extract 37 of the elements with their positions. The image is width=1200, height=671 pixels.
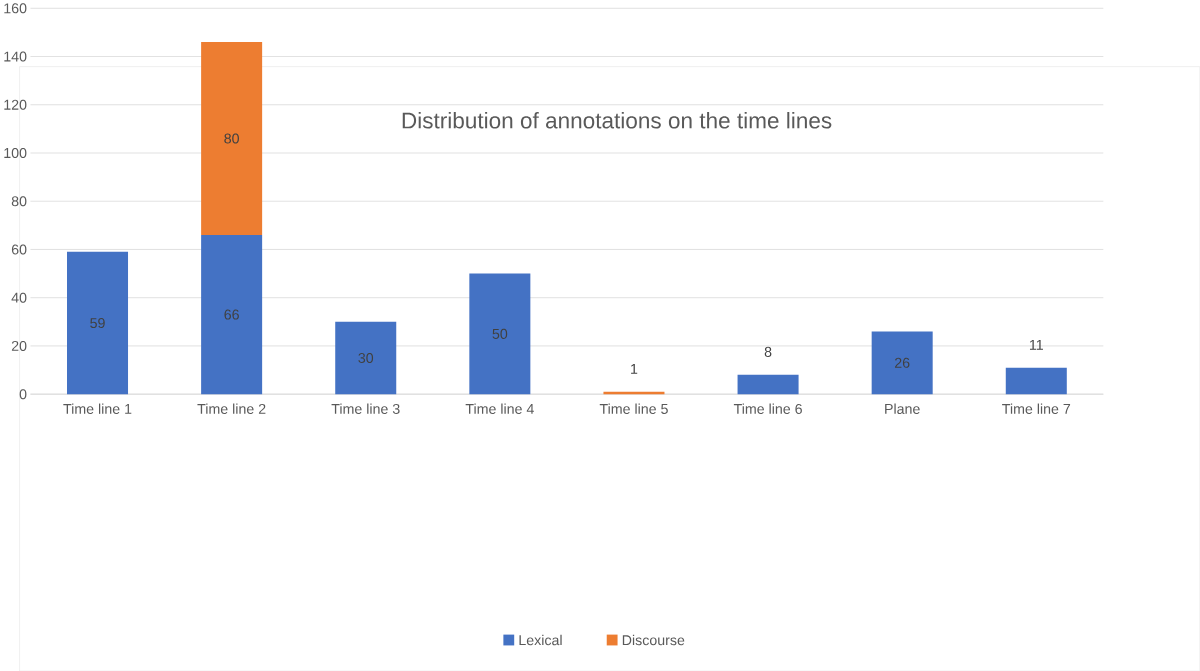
y-tick-label: 40 bbox=[11, 292, 27, 303]
data-label: 11 bbox=[1029, 339, 1043, 350]
x-tick-label: Time line 1 bbox=[63, 403, 132, 414]
y-tick-label: 100 bbox=[4, 147, 27, 158]
data-label: 26 bbox=[894, 357, 910, 368]
y-tick-label: 120 bbox=[4, 99, 27, 110]
y-tick-label: 80 bbox=[11, 196, 27, 207]
bar bbox=[737, 374, 799, 395]
x-tick-label: Time line 5 bbox=[599, 403, 668, 414]
data-label: 59 bbox=[90, 317, 105, 328]
legend-label: Discourse bbox=[622, 634, 685, 646]
legend-label: Lexical bbox=[519, 634, 562, 646]
x-tick-label: Time line 3 bbox=[331, 403, 400, 414]
data-label: 50 bbox=[492, 328, 508, 339]
data-label: 30 bbox=[358, 352, 374, 363]
y-tick-label: 140 bbox=[4, 51, 27, 62]
text: Distribution of annotations on the time lines bbox=[402, 111, 832, 129]
y-tick-label: 0 bbox=[19, 389, 27, 400]
bar bbox=[1005, 367, 1067, 395]
x-tick-label: Time line 4 bbox=[465, 403, 534, 414]
x-tick-label: Plane bbox=[885, 403, 920, 414]
data-label: 80 bbox=[224, 133, 239, 144]
data-label: 1 bbox=[631, 363, 638, 374]
y-tick-label: 20 bbox=[11, 340, 27, 351]
y-tick-label: 60 bbox=[11, 244, 27, 255]
bar bbox=[201, 234, 263, 395]
data-label: 8 bbox=[764, 346, 772, 357]
y-tick-label: 160 bbox=[4, 3, 27, 14]
x-tick-label: Time line 2 bbox=[197, 403, 266, 414]
bar bbox=[67, 251, 129, 395]
x-tick-label: Time line 6 bbox=[733, 403, 802, 414]
bar bbox=[469, 273, 531, 395]
bar bbox=[201, 41, 263, 235]
x-tick-label: Time line 7 bbox=[1002, 403, 1071, 414]
data-label: 66 bbox=[224, 309, 239, 320]
bar bbox=[335, 321, 397, 395]
bar bbox=[871, 331, 933, 395]
